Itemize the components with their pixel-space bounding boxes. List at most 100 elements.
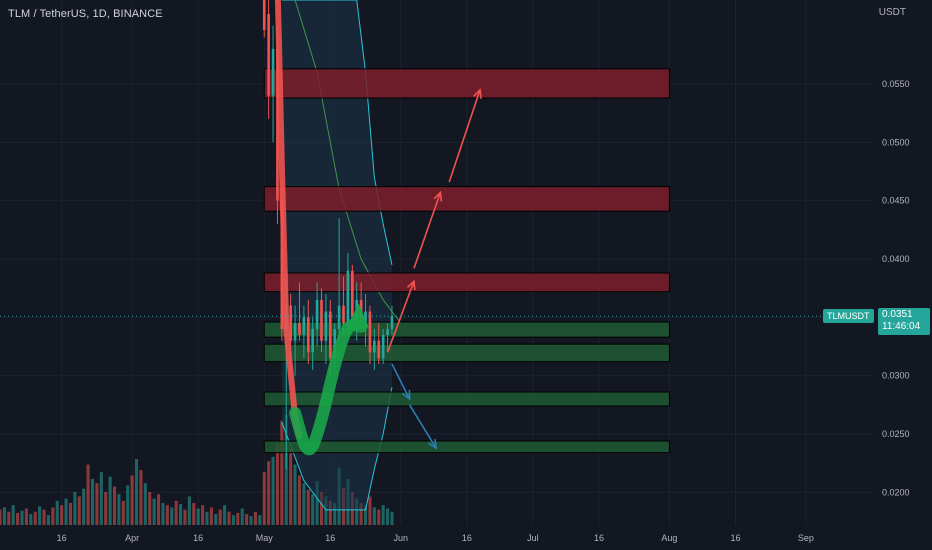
volume-bar bbox=[46, 515, 50, 525]
volume-bar bbox=[315, 481, 319, 525]
candle-body bbox=[368, 311, 372, 353]
volume-bar bbox=[104, 492, 108, 525]
bullish-arrow-head[interactable] bbox=[344, 303, 369, 332]
candle-body bbox=[293, 323, 297, 341]
volume-bar bbox=[24, 508, 28, 525]
volume-bar bbox=[143, 483, 147, 525]
support-zone[interactable] bbox=[263, 440, 670, 454]
resistance-zone[interactable] bbox=[263, 186, 670, 212]
x-tick-label: 16 bbox=[730, 533, 740, 543]
volume-bar bbox=[161, 503, 165, 525]
volume-bar bbox=[227, 511, 231, 525]
volume-bar bbox=[240, 508, 244, 525]
resistance-zone[interactable] bbox=[263, 272, 670, 293]
volume-bar bbox=[289, 448, 293, 525]
down-target-arrow[interactable] bbox=[408, 404, 437, 450]
x-tick-label: Sep bbox=[798, 533, 814, 543]
volume-bar bbox=[386, 508, 390, 525]
volume-bar bbox=[29, 514, 33, 525]
volume-bar bbox=[205, 511, 209, 525]
ticker-badge: TLMUSDT bbox=[823, 309, 874, 324]
candle-body bbox=[315, 299, 319, 329]
volume-bar bbox=[297, 475, 302, 525]
bar-countdown: 11:46:04 bbox=[882, 321, 921, 333]
candle-body bbox=[267, 14, 270, 96]
volume-bar bbox=[130, 475, 134, 525]
down-target-arrow[interactable] bbox=[391, 363, 411, 401]
volume-bar bbox=[187, 496, 191, 525]
x-tick-label: May bbox=[256, 533, 274, 543]
volume-bar bbox=[33, 511, 37, 525]
band-lower-line bbox=[281, 387, 393, 511]
volume-bar bbox=[324, 496, 328, 525]
resistance-zone[interactable] bbox=[263, 68, 670, 99]
band-mid-line bbox=[294, 0, 402, 324]
symbol-title[interactable]: TLM / TetherUS, 1D, BINANCE bbox=[8, 8, 163, 20]
volume-bar bbox=[280, 420, 284, 525]
volume-bar bbox=[377, 509, 381, 525]
up-target-arrow-shaft bbox=[448, 89, 481, 183]
up-target-arrow[interactable] bbox=[448, 88, 482, 183]
volume-bar bbox=[7, 511, 11, 525]
support-zone[interactable] bbox=[263, 391, 670, 407]
volume-bar bbox=[2, 507, 6, 525]
volume-bar bbox=[293, 464, 297, 525]
volume-bar bbox=[271, 456, 275, 525]
volume-bar bbox=[157, 494, 161, 525]
up-target-arrow[interactable] bbox=[386, 279, 416, 353]
candle-body bbox=[271, 49, 275, 96]
x-tick-label: Apr bbox=[125, 533, 139, 543]
volume-bar bbox=[112, 486, 117, 525]
down-target-arrow-head bbox=[401, 389, 411, 401]
volume-bar bbox=[333, 503, 337, 525]
volume-bar bbox=[90, 478, 95, 525]
candle-body bbox=[346, 270, 350, 324]
down-target-arrow-shaft bbox=[391, 363, 411, 400]
up-target-arrow-shaft bbox=[386, 280, 415, 353]
x-tick-label: 16 bbox=[57, 533, 67, 543]
last-price-value: 0.0351 bbox=[882, 309, 913, 321]
up-target-arrow-head bbox=[433, 190, 443, 202]
volume-bar bbox=[284, 415, 288, 525]
drawings[interactable] bbox=[274, 0, 482, 456]
volume-bar bbox=[126, 485, 130, 525]
volume-bar bbox=[372, 507, 376, 525]
volume-bar bbox=[77, 496, 81, 525]
volume-bar bbox=[363, 505, 368, 525]
candle-body bbox=[364, 311, 367, 324]
volume-bar bbox=[86, 464, 90, 525]
y-tick-label: 0.0550 bbox=[882, 79, 910, 89]
candle-body bbox=[351, 270, 354, 318]
volume-bar bbox=[95, 483, 99, 525]
candle-body bbox=[320, 299, 323, 341]
volume-bar bbox=[117, 494, 121, 525]
y-tick-label: 0.0200 bbox=[882, 487, 910, 497]
volume-bar bbox=[267, 461, 271, 525]
candle-body bbox=[306, 317, 310, 353]
candle-body bbox=[377, 340, 381, 359]
volume-bar bbox=[38, 506, 42, 525]
volume-bar bbox=[368, 496, 372, 525]
x-tick-label: Jul bbox=[527, 533, 539, 543]
volume-bar bbox=[11, 505, 15, 525]
volume-bar bbox=[55, 500, 59, 525]
up-target-arrow[interactable] bbox=[413, 190, 443, 269]
y-tick-label: 0.0400 bbox=[882, 254, 910, 264]
volume-bar bbox=[152, 498, 156, 525]
band-fill bbox=[281, 0, 392, 510]
volume-bar bbox=[319, 492, 324, 525]
down-target-arrow-shaft bbox=[408, 404, 437, 449]
volume-bar bbox=[306, 489, 310, 525]
support-zone[interactable] bbox=[263, 343, 670, 363]
volume-bar bbox=[359, 503, 363, 525]
candle-body bbox=[333, 329, 337, 359]
volatility-band bbox=[281, 0, 402, 511]
volume-bar bbox=[258, 515, 262, 525]
bullish-swoosh[interactable] bbox=[289, 318, 368, 456]
volume-bar bbox=[108, 476, 112, 525]
volume-bar bbox=[328, 500, 332, 525]
candle-body bbox=[373, 340, 376, 353]
price-axis-unit[interactable]: USDT bbox=[878, 7, 906, 18]
